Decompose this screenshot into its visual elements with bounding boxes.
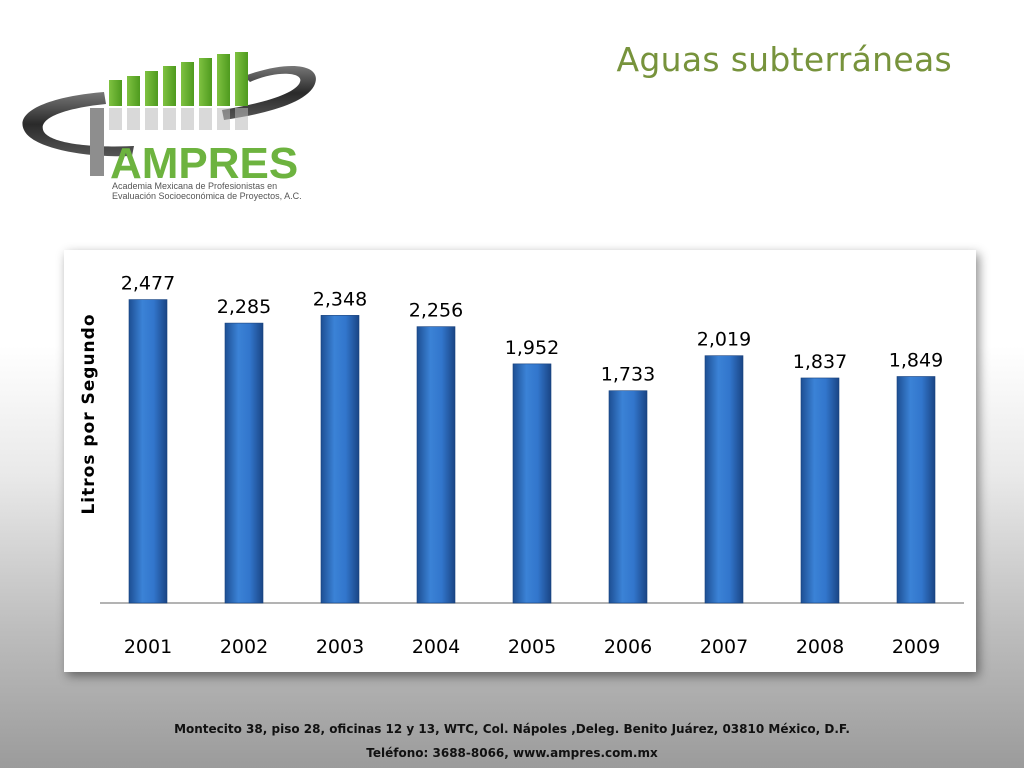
data-label-2009: 1,849 [889, 349, 943, 371]
x-tick-2009: 2009 [892, 636, 940, 658]
x-tick-2007: 2007 [700, 636, 748, 658]
data-label-2006: 1,733 [601, 364, 655, 386]
data-label-2004: 2,256 [409, 300, 463, 322]
slide-title: Aguas subterráneas [616, 40, 952, 79]
footer-address: Montecito 38, piso 28, oficinas 12 y 13,… [174, 722, 850, 736]
bar-2008 [800, 377, 840, 604]
bar-2006 [608, 390, 648, 604]
data-label-2007: 2,019 [697, 329, 751, 351]
bar-2002 [224, 322, 264, 604]
y-axis-label-box: Litros por Segundo [76, 294, 102, 534]
logo-bars [109, 52, 248, 106]
chart-panel: 2,477 2,285 2,348 2,256 1,952 1,733 2,019 1,837… [64, 250, 976, 672]
x-tick-2006: 2006 [604, 636, 652, 658]
data-label-2003: 2,348 [313, 288, 367, 310]
logo-wordmark: AMPRES [110, 139, 298, 188]
data-label-2002: 2,285 [217, 296, 271, 318]
x-tick-2004: 2004 [412, 636, 460, 658]
bar-2007 [704, 355, 744, 604]
data-label-2001: 2,477 [121, 273, 175, 295]
data-label-2005: 1,952 [505, 337, 559, 359]
x-tick-2003: 2003 [316, 636, 364, 658]
bar-2004 [416, 326, 456, 604]
bar-2009 [896, 376, 936, 604]
bar-2001 [128, 299, 168, 604]
bar-chart: 2,477 2,285 2,348 2,256 1,952 1,733 2,019 1,837… [100, 273, 964, 658]
x-tick-2005: 2005 [508, 636, 556, 658]
bar-2003 [320, 315, 360, 604]
ampres-logo: AMPRES Academia Mexicana de Profesionist… [14, 48, 324, 218]
x-tick-2008: 2008 [796, 636, 844, 658]
logo-tagline: Academia Mexicana de Profesionistas en E… [112, 181, 302, 201]
x-tick-2002: 2002 [220, 636, 268, 658]
bar-2005 [512, 363, 552, 604]
y-axis-label: Litros por Segundo [79, 313, 99, 515]
data-label-2008: 1,837 [793, 351, 847, 373]
footer-phone: Teléfono: 3688-8066, www.ampres.com.mx [366, 746, 658, 760]
ampres-logo-graphic: AMPRES [22, 52, 316, 188]
x-tick-2001: 2001 [124, 636, 172, 658]
